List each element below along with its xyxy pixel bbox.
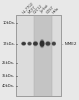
Ellipse shape [45, 41, 51, 46]
Text: 17kDa-: 17kDa- [2, 42, 15, 46]
Ellipse shape [52, 41, 56, 46]
Ellipse shape [33, 42, 38, 46]
Ellipse shape [33, 41, 38, 46]
Text: 10kDa-: 10kDa- [2, 20, 15, 24]
Ellipse shape [21, 41, 26, 46]
Text: C2C12: C2C12 [33, 3, 44, 14]
Text: HL-7702: HL-7702 [21, 1, 35, 14]
Ellipse shape [52, 42, 56, 45]
Text: Jurkat: Jurkat [40, 4, 50, 14]
Text: 40kDa-: 40kDa- [2, 84, 15, 88]
Ellipse shape [39, 39, 45, 48]
FancyBboxPatch shape [16, 15, 61, 96]
Ellipse shape [40, 40, 44, 47]
Text: - NME2: - NME2 [62, 42, 77, 46]
Ellipse shape [27, 41, 32, 46]
Text: COS7: COS7 [46, 5, 55, 14]
Text: 25kDa-: 25kDa- [2, 61, 15, 65]
Text: Hela: Hela [51, 6, 60, 14]
Ellipse shape [28, 42, 32, 45]
Text: MCF7: MCF7 [27, 5, 37, 14]
Ellipse shape [46, 42, 50, 46]
Ellipse shape [21, 42, 26, 45]
FancyBboxPatch shape [34, 15, 52, 96]
Text: 35kDa-: 35kDa- [2, 74, 15, 78]
